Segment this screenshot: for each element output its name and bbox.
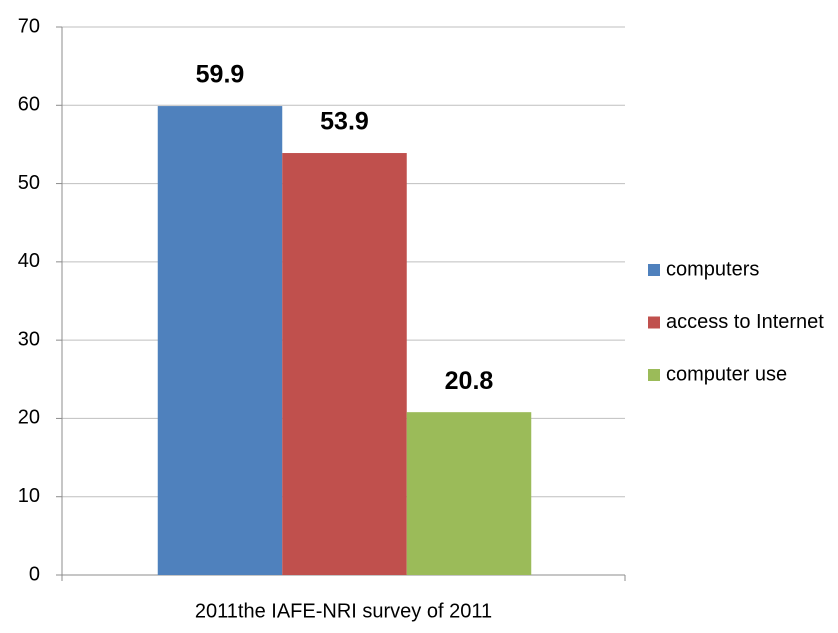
data-label: 20.8	[445, 367, 494, 395]
bar	[157, 106, 283, 575]
legend-label: access to Internet	[666, 311, 824, 333]
data-label: 53.9	[320, 108, 369, 136]
data-label: 59.9	[196, 61, 245, 89]
y-tick-label: 40	[18, 250, 40, 272]
legend-swatch	[648, 369, 660, 381]
y-tick-label: 10	[18, 485, 40, 507]
y-tick-label: 30	[18, 328, 40, 350]
legend-label: computer use	[666, 363, 787, 385]
y-tick-label: 70	[18, 15, 40, 37]
y-tick-label: 0	[29, 563, 40, 585]
x-tick-label: 2011the IAFE-NRI survey of 2011	[195, 600, 492, 622]
legend-swatch	[648, 264, 660, 276]
bar	[406, 412, 532, 575]
legend-swatch	[648, 316, 660, 329]
y-tick-label: 50	[18, 172, 40, 194]
y-tick-label: 60	[18, 94, 40, 116]
y-tick-label: 20	[18, 407, 40, 429]
legend-label: computers	[666, 258, 759, 280]
bar	[282, 153, 407, 576]
